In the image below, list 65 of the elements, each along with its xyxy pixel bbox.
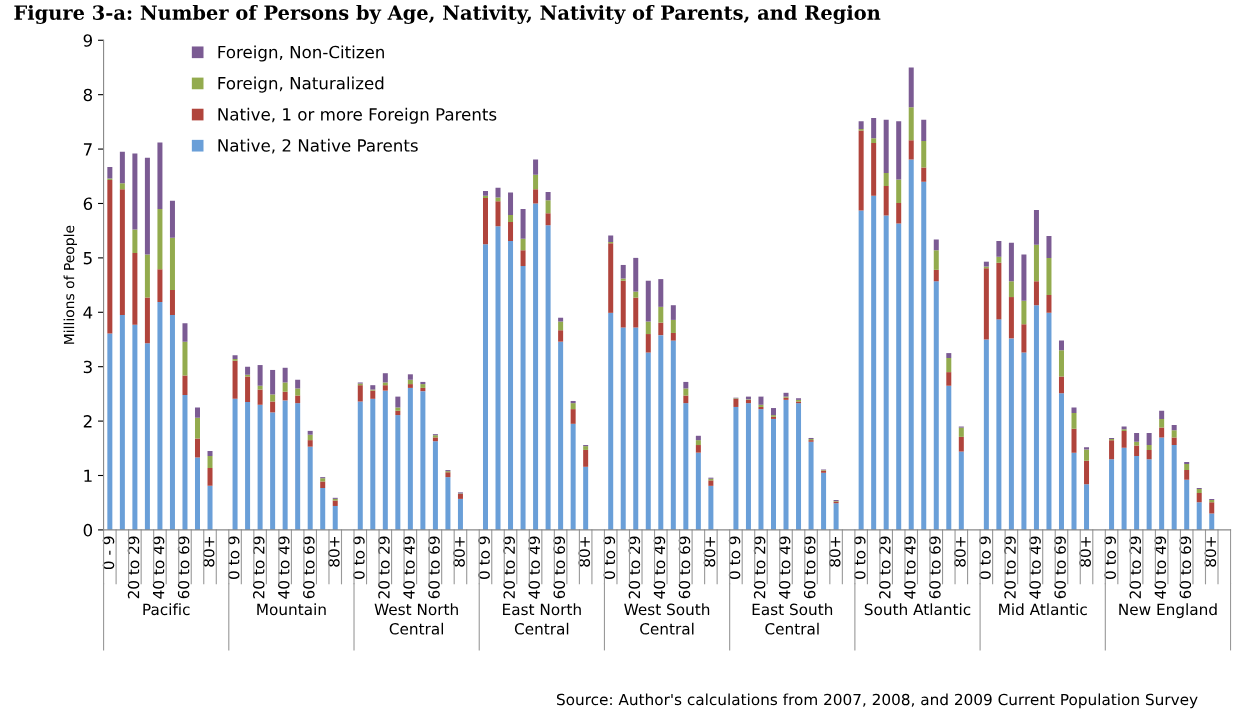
x-tick-label: 40 to 49 [278, 536, 290, 599]
x-tick-label: 80+ [703, 537, 716, 567]
source-note: Source: Author's calculations from 2007, 2008, and 2009 Current Population Survey [556, 693, 1198, 709]
y-tick-label: 8 [83, 88, 93, 102]
x-tick-label: 20 to 29 [753, 536, 766, 599]
text: West South Central [624, 603, 710, 635]
y-tick-label: 5 [83, 252, 92, 265]
legend-label: Foreign, Non-Citizen [218, 45, 384, 62]
y-tick-label: 7 [83, 143, 92, 156]
text: East North Central [503, 603, 581, 635]
x-tick-label: 40 to 49 [528, 536, 541, 599]
y-tick-label: 0 [83, 523, 93, 537]
x-tick-label: 20 to 29 [127, 536, 140, 599]
text: East South Central [752, 603, 833, 635]
x-tick-label: 20 to 29 [879, 536, 891, 599]
x-tick-label: 60 to 69 [1054, 536, 1066, 599]
x-tick-label: 0 to 9 [478, 536, 490, 579]
x-tick-label: 20 to 29 [378, 536, 390, 599]
x-tick-label: 40 to 49 [778, 536, 791, 599]
y-tick-label: 1 [84, 469, 92, 482]
x-tick-label: 20 to 29 [503, 536, 515, 599]
x-tick-label: 60 to 69 [177, 536, 190, 599]
y-tick-label: 9 [83, 34, 92, 47]
x-tick-label: 0 to 9 [227, 536, 240, 579]
x-tick-label: 0 to 9 [728, 536, 741, 579]
x-tick-label: 40 to 49 [1154, 536, 1167, 599]
text: Pacific [143, 603, 190, 616]
x-tick-label: 80+ [828, 537, 841, 567]
x-tick-label: 0 to 9 [854, 536, 866, 579]
x-tick-label: 0 to 9 [1104, 536, 1117, 579]
text: Mountain [257, 603, 326, 616]
x-tick-label: 60 to 69 [303, 536, 315, 599]
x-tick-label: 60 to 69 [553, 536, 566, 599]
x-tick-label: 0 to 9 [979, 536, 991, 579]
x-tick-label: 0 - 9 [102, 536, 115, 570]
y-tick-label: 2 [83, 415, 92, 428]
x-tick-label: 40 to 49 [1029, 536, 1041, 599]
y-tick-label: 3 [83, 360, 92, 374]
x-tick-label: 60 to 69 [428, 536, 440, 599]
legend-label: Native, 2 Native Parents [218, 138, 418, 154]
x-tick-label: 80+ [328, 537, 340, 567]
y-axis-title: Millions of People [63, 225, 78, 344]
x-tick-label: 80+ [578, 537, 591, 567]
text: West North Central [374, 603, 458, 635]
legend-label: Foreign, Naturalized [218, 76, 384, 93]
text: South Atlantic [864, 603, 971, 616]
x-tick-label: 80+ [202, 537, 215, 567]
x-tick-label: 80+ [453, 537, 465, 567]
x-tick-label: 20 to 29 [252, 536, 265, 599]
x-tick-label: 0 to 9 [353, 536, 365, 579]
x-tick-label: 20 to 29 [1004, 536, 1016, 599]
y-tick-label: 4 [83, 306, 93, 319]
x-tick-label: 40 to 49 [904, 536, 916, 599]
chart-title: Figure 3-a: Number of Persons by Age, Nativity, Nativity of Parents, and Region [14, 4, 881, 25]
x-tick-label: 80+ [954, 537, 966, 567]
legend-label: Native, 1 or more Foreign Parents [218, 107, 497, 124]
y-tick-label: 6 [83, 197, 93, 211]
x-tick-label: 60 to 69 [929, 536, 941, 599]
x-tick-label: 20 to 29 [1129, 536, 1142, 599]
x-tick-label: 80+ [1079, 537, 1091, 567]
text: Mid Atlantic [999, 603, 1087, 616]
x-tick-label: 60 to 69 [803, 536, 816, 599]
text: New England [1119, 603, 1217, 619]
x-tick-label: 40 to 49 [403, 536, 415, 599]
x-tick-label: 40 to 49 [152, 536, 165, 599]
